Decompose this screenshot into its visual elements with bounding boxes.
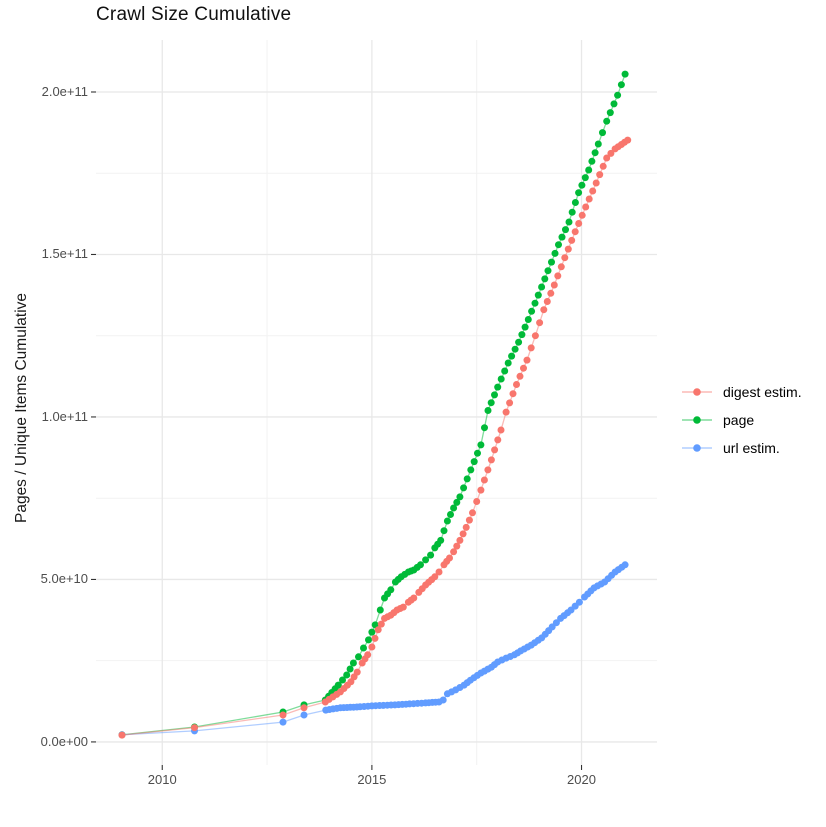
legend-key-icon xyxy=(682,444,712,452)
legend-item-url-estim: url estim. xyxy=(681,434,802,462)
series-page-points xyxy=(118,70,629,739)
axis-ticks xyxy=(91,91,583,770)
chart-title: Crawl Size Cumulative xyxy=(96,4,292,25)
legend: digest estim. page url estim. xyxy=(681,378,802,462)
legend-label: page xyxy=(723,412,755,428)
y-tick-label: 0.0e+00 xyxy=(40,733,88,749)
x-tick-label: 2010 xyxy=(147,772,177,787)
legend-item-page: page xyxy=(681,406,802,434)
y-tick-label: 5.0e+10 xyxy=(40,571,88,587)
y-tick-label: 1.0e+11 xyxy=(41,408,88,424)
series-url-estim-points xyxy=(118,561,629,739)
series-digest-estim-points xyxy=(118,136,632,739)
x-tick-label: 2020 xyxy=(567,772,596,787)
legend-label: url estim. xyxy=(723,440,780,456)
y-tick-label: 1.5e+11 xyxy=(41,246,88,262)
legend-label: digest estim. xyxy=(723,384,802,400)
legend-key-icon xyxy=(682,388,712,396)
grid-major xyxy=(96,40,657,765)
legend-key-icon xyxy=(682,416,712,424)
legend-item-digest-estim: digest estim. xyxy=(681,378,802,406)
x-tick-label: 2015 xyxy=(357,772,387,787)
grid-minor xyxy=(96,40,657,765)
y-tick-label: 2.0e+11 xyxy=(41,83,88,99)
